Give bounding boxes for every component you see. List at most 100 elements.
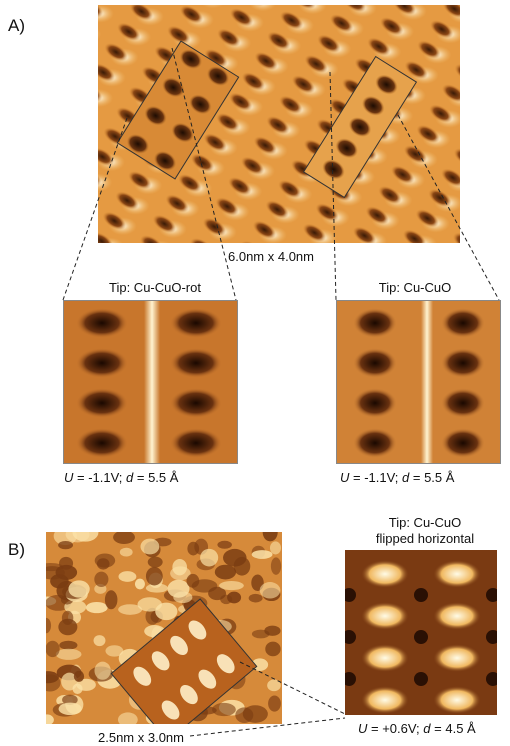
surface-dark-spot bbox=[58, 618, 78, 636]
surface-dark-spot bbox=[223, 548, 247, 567]
inset-lobe bbox=[153, 150, 177, 171]
surface-dark-spot bbox=[46, 566, 65, 580]
surface-lobe bbox=[403, 145, 428, 164]
surface-lobe bbox=[178, 174, 202, 193]
sim-dark-lobe bbox=[170, 428, 222, 458]
sim-dark-lobe bbox=[441, 348, 485, 378]
surface-bright-spot bbox=[145, 583, 169, 593]
simulated-image-b bbox=[345, 550, 497, 715]
surface-lobe bbox=[429, 104, 453, 123]
surface-lobe bbox=[129, 5, 154, 21]
surface-lobe bbox=[254, 51, 278, 71]
sim-dark-spot bbox=[486, 588, 497, 602]
sim-dark-lobe bbox=[76, 428, 128, 458]
surface-dark-spot bbox=[147, 556, 163, 568]
surface-dark-spot bbox=[248, 593, 263, 603]
surface-lobe bbox=[140, 235, 164, 243]
sim-dark-lobe bbox=[441, 428, 485, 458]
surface-lobe bbox=[104, 42, 128, 62]
inset-lobe bbox=[362, 95, 385, 116]
surface-lobe bbox=[128, 171, 152, 190]
tip-label-b-line2: flipped horizontal bbox=[375, 531, 475, 546]
surface-bright-spot bbox=[249, 5, 277, 12]
params-left: U = -1.1V; d = 5.5 Å bbox=[64, 470, 179, 485]
tip-label-left: Tip: Cu-CuO-rot bbox=[109, 280, 201, 295]
sim-bright-lobe bbox=[361, 602, 409, 630]
params-right: U = -1.1V; d = 5.5 Å bbox=[340, 470, 455, 485]
sim-dark-lobe bbox=[353, 308, 397, 338]
surface-lobe bbox=[240, 156, 265, 175]
surface-lobe bbox=[204, 48, 228, 68]
inset-bright-lobe bbox=[216, 654, 235, 674]
inset-lobe bbox=[179, 49, 203, 70]
surface-dark-spot bbox=[187, 541, 200, 556]
sim-bright-lobe bbox=[433, 602, 481, 630]
surface-bright-spot bbox=[98, 89, 114, 108]
sim-dark-spot bbox=[345, 588, 356, 602]
surface-bright-spot bbox=[55, 648, 82, 660]
sim-dark-spot bbox=[486, 630, 497, 644]
surface-lobe bbox=[342, 5, 366, 12]
surface-lobe bbox=[367, 37, 391, 56]
tip-label-right: Tip: Cu-CuO bbox=[378, 280, 452, 295]
surface-bright-spot bbox=[140, 538, 160, 555]
inset-lobe bbox=[375, 74, 398, 95]
surface-lobe bbox=[452, 232, 460, 243]
surface-lobe bbox=[291, 75, 316, 94]
surface-dark-spot bbox=[220, 594, 233, 605]
surface-lobe bbox=[278, 179, 302, 199]
inset-lobe bbox=[322, 159, 345, 180]
surface-dark-spot bbox=[145, 566, 163, 586]
surface-bright-spot bbox=[65, 532, 90, 543]
surface-lobe bbox=[304, 54, 328, 74]
sim-dark-spot bbox=[345, 630, 356, 644]
surface-bright-spot bbox=[46, 714, 54, 724]
sim-dark-lobe bbox=[76, 388, 128, 418]
surface-lobe bbox=[266, 115, 290, 135]
surface-lobe bbox=[98, 232, 114, 243]
sim-dark-spot bbox=[414, 588, 428, 602]
surface-bright-spot bbox=[137, 597, 162, 612]
surface-lobe bbox=[453, 148, 460, 167]
surface-lobe bbox=[378, 185, 402, 205]
inset-lobe bbox=[335, 138, 358, 159]
sim-dark-spot bbox=[414, 630, 428, 644]
surface-lobe bbox=[267, 31, 291, 50]
panel-a-label: A) bbox=[8, 16, 25, 35]
inset-bright-lobe bbox=[133, 666, 152, 686]
surface-lobe bbox=[430, 20, 454, 39]
surface-lobe bbox=[365, 206, 389, 225]
surface-lobe bbox=[404, 60, 428, 79]
surface-lobe bbox=[317, 34, 341, 53]
surface-lobe bbox=[441, 84, 460, 103]
surface-bright-spot bbox=[200, 548, 219, 567]
sim-bright-lobe bbox=[361, 686, 409, 714]
surface-lobe bbox=[279, 95, 303, 114]
surface-lobe bbox=[352, 226, 377, 243]
inset-bright-lobe bbox=[151, 651, 170, 671]
surface-lobe bbox=[229, 8, 254, 27]
inset-right-a bbox=[302, 55, 418, 199]
surface-lobe bbox=[442, 5, 460, 18]
sim-dark-lobe bbox=[170, 308, 222, 338]
surface-dark-spot bbox=[46, 617, 52, 634]
surface-bright-spot bbox=[58, 702, 82, 716]
surface-bright-spot bbox=[61, 672, 78, 691]
surface-lobe bbox=[379, 17, 404, 36]
surface-lobe bbox=[179, 5, 204, 24]
surface-dark-spot bbox=[46, 640, 60, 658]
surface-lobe bbox=[117, 22, 141, 41]
surface-lobe bbox=[202, 217, 227, 236]
surface-bright-spot bbox=[118, 604, 143, 615]
tip-label-b-line1: Tip: Cu-CuO bbox=[388, 515, 462, 530]
surface-dark-spot bbox=[59, 640, 78, 650]
surface-bright-spot bbox=[267, 679, 281, 692]
sim-dark-lobe bbox=[170, 388, 222, 418]
surface-dark-spot bbox=[214, 564, 237, 580]
surface-bright-spot bbox=[172, 558, 188, 576]
sim-dark-spot bbox=[414, 672, 428, 686]
surface-dark-spot bbox=[268, 695, 281, 712]
simulated-image-right bbox=[336, 300, 501, 464]
tip-label-b: Tip: Cu-CuO flipped horizontal bbox=[345, 515, 505, 547]
